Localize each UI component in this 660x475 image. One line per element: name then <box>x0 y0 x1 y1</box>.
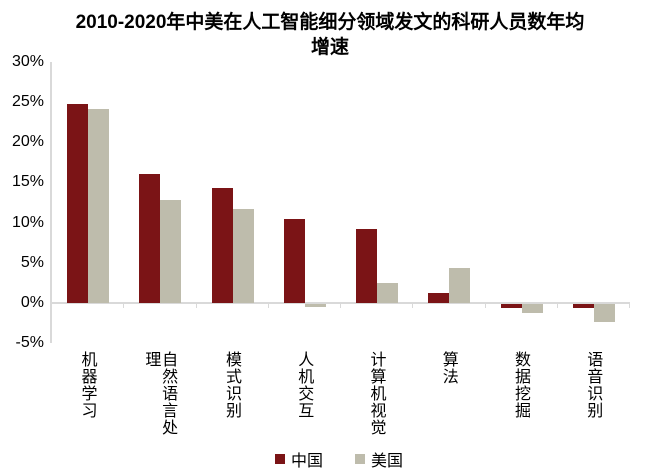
legend-item-china: 中国 <box>274 447 323 471</box>
legend-swatch-us-icon <box>355 454 365 464</box>
y-tick-label: 20% <box>11 133 44 151</box>
bar-us-6 <box>449 268 471 303</box>
category-tick <box>484 303 486 308</box>
y-tick-label: -5% <box>15 334 44 351</box>
x-axis-label: 语音识别 <box>584 351 602 419</box>
y-tick-label: 5% <box>20 253 44 271</box>
category-tick <box>412 303 414 308</box>
x-axis-label: 模式识别 <box>223 351 241 419</box>
bar-us-8 <box>593 303 615 322</box>
legend-label-china: 中国 <box>290 453 323 470</box>
bar-us-1 <box>88 108 110 303</box>
chart-title: 2010-2020年中美在人工智能细分领域发文的科研人员数年均增速 <box>75 12 585 59</box>
legend-item-us: 美国 <box>355 447 403 471</box>
x-axis-label: 自然语言处理 <box>142 351 177 436</box>
bar-us-3 <box>232 208 254 303</box>
bar-us-7 <box>521 303 543 314</box>
bar-china-7 <box>500 303 522 308</box>
x-axis-label: 人机交互 <box>295 351 313 419</box>
x-axis-label: 机器学习 <box>78 351 96 419</box>
y-tick-label: 10% <box>11 213 44 231</box>
y-tick-label: 15% <box>11 173 44 191</box>
legend-swatch-china-icon <box>274 454 285 464</box>
x-axis-label: 计算机视觉 <box>367 351 385 436</box>
bar-china-3 <box>211 188 233 303</box>
bar-china-8 <box>572 303 594 308</box>
plot-area <box>50 62 630 343</box>
category-tick <box>195 303 197 308</box>
bar-us-4 <box>304 303 326 308</box>
x-axis-label: 算法 <box>439 351 457 385</box>
x-axis-label: 数据挖掘 <box>512 351 530 419</box>
legend-label-us: 美国 <box>371 453 404 470</box>
bar-china-1 <box>67 103 89 303</box>
bar-us-2 <box>160 200 182 303</box>
bar-us-5 <box>377 282 399 303</box>
category-tick <box>267 303 269 308</box>
category-tick <box>629 303 630 308</box>
y-axis-labels: 30% 25% 20% 15% 10% 5% 0% -5% <box>0 53 44 351</box>
category-tick <box>123 303 125 308</box>
y-tick-label: 25% <box>11 93 44 111</box>
bar-china-2 <box>139 173 161 303</box>
bar-china-5 <box>356 228 378 303</box>
bar-china-4 <box>283 218 305 303</box>
legend: 中国 美国 <box>50 447 628 471</box>
x-axis-labels: 机器学习 自然语言处理 模式识别 人机交互 计算机视觉 算法 数据挖掘 语音识别 <box>50 351 628 451</box>
y-tick-label: 0% <box>20 293 44 311</box>
category-tick <box>340 303 341 308</box>
bar-china-6 <box>428 293 450 303</box>
y-tick-label: 30% <box>11 53 44 70</box>
zero-axis-line <box>52 301 630 304</box>
category-tick <box>556 303 558 308</box>
